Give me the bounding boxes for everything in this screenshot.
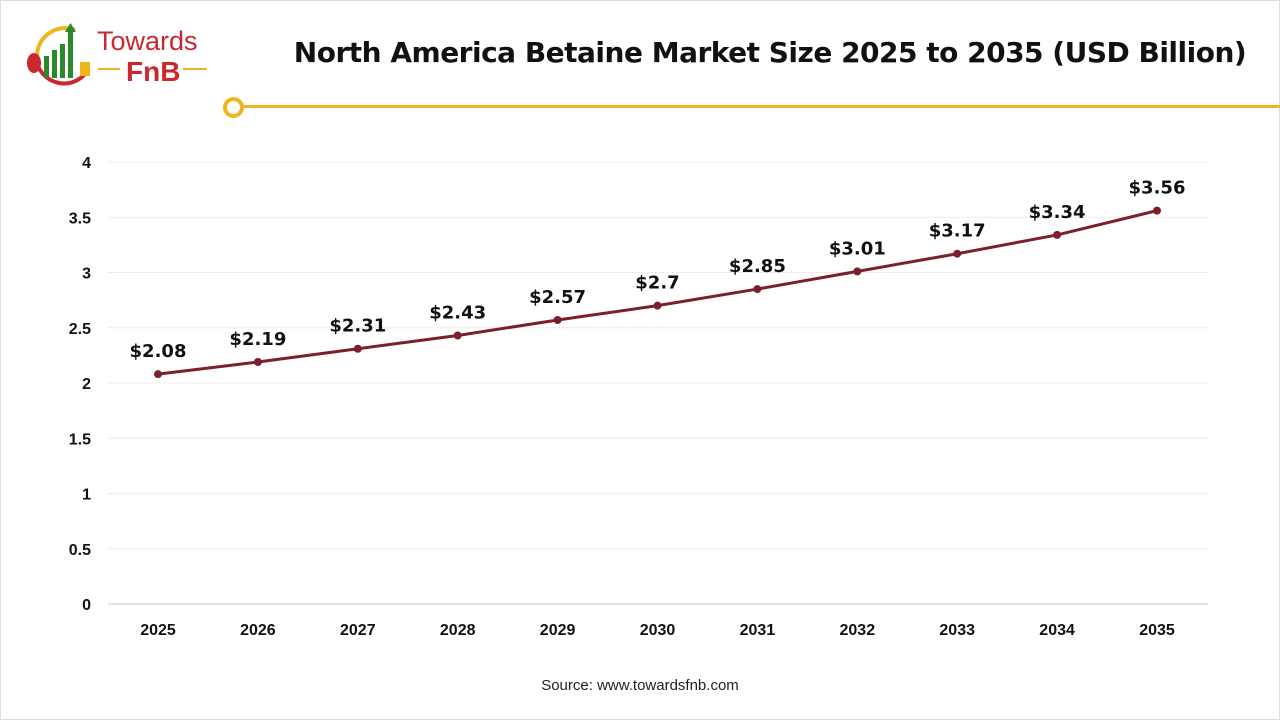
source-text: Source: www.towardsfnb.com [541, 677, 739, 694]
x-tick-label: 2028 [440, 622, 476, 639]
x-tick-label: 2034 [1039, 622, 1075, 639]
x-tick-label: 2035 [1139, 622, 1175, 639]
y-tick-label: 3.5 [69, 210, 91, 227]
logo-mark-icon: Towards FnB [27, 23, 207, 87]
x-tick-label: 2025 [140, 622, 176, 639]
data-point [653, 301, 662, 310]
y-tick-label: 1 [82, 487, 91, 504]
data-point [253, 358, 262, 367]
data-point [953, 249, 962, 258]
data-point [1053, 230, 1062, 239]
data-label: $2.7 [635, 273, 679, 294]
header-rule [243, 105, 1280, 108]
y-tick-label: 2 [82, 376, 91, 393]
header-dot [223, 97, 244, 118]
data-label: $3.56 [1129, 178, 1186, 199]
y-tick-label: 1.5 [69, 431, 91, 448]
towards-fnb-logo: Towards FnB [25, 18, 215, 93]
y-tick-label: 2.5 [69, 321, 91, 338]
data-label: $2.19 [229, 329, 286, 350]
data-label: $3.34 [1029, 202, 1086, 223]
chart-title: North America Betaine Market Size 2025 t… [293, 36, 1247, 69]
x-tick-label: 2033 [939, 622, 975, 639]
data-point [853, 267, 862, 276]
data-point [1153, 206, 1161, 215]
data-point [553, 316, 562, 325]
data-label: $2.31 [329, 316, 386, 337]
data-point [753, 285, 762, 294]
y-tick-label: 0.5 [69, 542, 91, 559]
x-tick-label: 2026 [240, 622, 276, 639]
data-label: $2.57 [529, 287, 586, 308]
x-tick-label: 2027 [340, 622, 376, 639]
data-label: $2.85 [729, 256, 786, 277]
data-point [353, 344, 362, 353]
x-tick-label: 2030 [640, 622, 676, 639]
x-tick-label: 2029 [540, 622, 576, 639]
data-point [154, 370, 162, 379]
data-point [453, 331, 462, 340]
data-label: $2.43 [429, 302, 486, 323]
x-tick-label: 2031 [740, 622, 776, 639]
data-label: $2.08 [130, 341, 187, 362]
y-tick-label: 4 [82, 155, 91, 172]
data-label: $3.01 [829, 238, 886, 259]
svg-text:FnB: FnB [126, 56, 180, 87]
data-label: $3.17 [929, 221, 986, 242]
y-tick-label: 3 [82, 266, 91, 283]
x-tick-label: 2032 [840, 622, 876, 639]
svg-text:Towards: Towards [97, 26, 198, 56]
y-tick-label: 0 [82, 597, 91, 614]
